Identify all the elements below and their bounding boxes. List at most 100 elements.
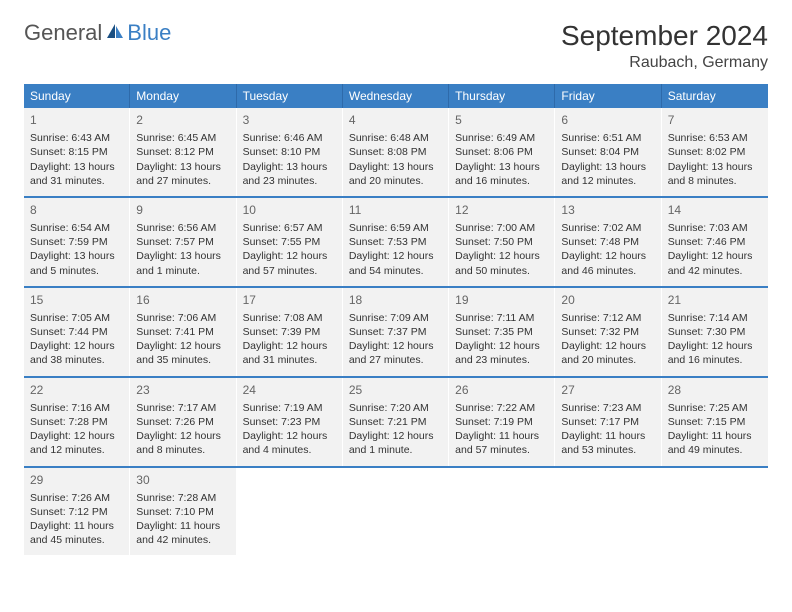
daylight-line: Daylight: 12 hours and 16 minutes.	[668, 339, 762, 367]
sunset-line: Sunset: 7:41 PM	[136, 325, 229, 339]
sunset-line: Sunset: 8:02 PM	[668, 145, 762, 159]
sunrise-line: Sunrise: 7:12 AM	[561, 311, 654, 325]
day-cell-empty	[555, 468, 661, 556]
day-number: 20	[561, 292, 654, 308]
daylight-line: Daylight: 13 hours and 23 minutes.	[243, 160, 336, 188]
daylight-line: Daylight: 12 hours and 57 minutes.	[243, 249, 336, 277]
day-cell: 5Sunrise: 6:49 AMSunset: 8:06 PMDaylight…	[449, 108, 555, 196]
week-row: 22Sunrise: 7:16 AMSunset: 7:28 PMDayligh…	[24, 378, 768, 468]
daylight-line: Daylight: 12 hours and 23 minutes.	[455, 339, 548, 367]
day-number: 12	[455, 202, 548, 218]
daylight-line: Daylight: 13 hours and 16 minutes.	[455, 160, 548, 188]
day-cell: 10Sunrise: 6:57 AMSunset: 7:55 PMDayligh…	[237, 198, 343, 286]
sunset-line: Sunset: 7:48 PM	[561, 235, 654, 249]
sunrise-line: Sunrise: 7:22 AM	[455, 401, 548, 415]
sunrise-line: Sunrise: 7:03 AM	[668, 221, 762, 235]
day-cell: 30Sunrise: 7:28 AMSunset: 7:10 PMDayligh…	[130, 468, 236, 556]
weekday-header: Friday	[555, 84, 661, 108]
daylight-line: Daylight: 12 hours and 50 minutes.	[455, 249, 548, 277]
header: General Blue September 2024 Raubach, Ger…	[24, 20, 768, 72]
calendar-page: General Blue September 2024 Raubach, Ger…	[0, 0, 792, 575]
sunrise-line: Sunrise: 7:23 AM	[561, 401, 654, 415]
sunrise-line: Sunrise: 7:16 AM	[30, 401, 123, 415]
location-subtitle: Raubach, Germany	[561, 54, 768, 72]
weekday-header-row: Sunday Monday Tuesday Wednesday Thursday…	[24, 84, 768, 108]
day-number: 15	[30, 292, 123, 308]
weekday-header: Thursday	[449, 84, 555, 108]
sunrise-line: Sunrise: 7:05 AM	[30, 311, 123, 325]
sunset-line: Sunset: 8:10 PM	[243, 145, 336, 159]
daylight-line: Daylight: 13 hours and 8 minutes.	[668, 160, 762, 188]
daylight-line: Daylight: 13 hours and 12 minutes.	[561, 160, 654, 188]
day-cell-empty	[343, 468, 449, 556]
sunset-line: Sunset: 7:35 PM	[455, 325, 548, 339]
day-number: 28	[668, 382, 762, 398]
day-cell: 18Sunrise: 7:09 AMSunset: 7:37 PMDayligh…	[343, 288, 449, 376]
daylight-line: Daylight: 11 hours and 45 minutes.	[30, 519, 123, 547]
logo-text-b: Blue	[127, 20, 171, 46]
daylight-line: Daylight: 11 hours and 53 minutes.	[561, 429, 654, 457]
daylight-line: Daylight: 12 hours and 8 minutes.	[136, 429, 229, 457]
day-cell: 23Sunrise: 7:17 AMSunset: 7:26 PMDayligh…	[130, 378, 236, 466]
weekday-header: Wednesday	[343, 84, 449, 108]
daylight-line: Daylight: 11 hours and 57 minutes.	[455, 429, 548, 457]
week-row: 8Sunrise: 6:54 AMSunset: 7:59 PMDaylight…	[24, 198, 768, 288]
sunrise-line: Sunrise: 6:49 AM	[455, 131, 548, 145]
day-number: 9	[136, 202, 229, 218]
sunrise-line: Sunrise: 7:19 AM	[243, 401, 336, 415]
daylight-line: Daylight: 12 hours and 1 minute.	[349, 429, 442, 457]
weekday-header: Monday	[130, 84, 236, 108]
calendar-grid: Sunday Monday Tuesday Wednesday Thursday…	[24, 84, 768, 555]
daylight-line: Daylight: 11 hours and 42 minutes.	[136, 519, 229, 547]
sunrise-line: Sunrise: 6:46 AM	[243, 131, 336, 145]
sunrise-line: Sunrise: 6:48 AM	[349, 131, 442, 145]
day-number: 14	[668, 202, 762, 218]
sunset-line: Sunset: 7:19 PM	[455, 415, 548, 429]
daylight-line: Daylight: 13 hours and 27 minutes.	[136, 160, 229, 188]
daylight-line: Daylight: 12 hours and 4 minutes.	[243, 429, 336, 457]
day-cell: 28Sunrise: 7:25 AMSunset: 7:15 PMDayligh…	[662, 378, 768, 466]
daylight-line: Daylight: 12 hours and 27 minutes.	[349, 339, 442, 367]
day-number: 24	[243, 382, 336, 398]
sunset-line: Sunset: 7:15 PM	[668, 415, 762, 429]
sunrise-line: Sunrise: 7:11 AM	[455, 311, 548, 325]
week-row: 15Sunrise: 7:05 AMSunset: 7:44 PMDayligh…	[24, 288, 768, 378]
day-cell: 17Sunrise: 7:08 AMSunset: 7:39 PMDayligh…	[237, 288, 343, 376]
day-cell: 2Sunrise: 6:45 AMSunset: 8:12 PMDaylight…	[130, 108, 236, 196]
sunset-line: Sunset: 8:12 PM	[136, 145, 229, 159]
daylight-line: Daylight: 12 hours and 46 minutes.	[561, 249, 654, 277]
day-cell-empty	[237, 468, 343, 556]
day-cell: 25Sunrise: 7:20 AMSunset: 7:21 PMDayligh…	[343, 378, 449, 466]
day-cell: 9Sunrise: 6:56 AMSunset: 7:57 PMDaylight…	[130, 198, 236, 286]
sunset-line: Sunset: 7:55 PM	[243, 235, 336, 249]
sunset-line: Sunset: 7:53 PM	[349, 235, 442, 249]
sunrise-line: Sunrise: 6:56 AM	[136, 221, 229, 235]
sunset-line: Sunset: 7:30 PM	[668, 325, 762, 339]
sunrise-line: Sunrise: 6:45 AM	[136, 131, 229, 145]
day-number: 29	[30, 472, 123, 488]
sunset-line: Sunset: 7:28 PM	[30, 415, 123, 429]
sunset-line: Sunset: 7:57 PM	[136, 235, 229, 249]
day-cell: 8Sunrise: 6:54 AMSunset: 7:59 PMDaylight…	[24, 198, 130, 286]
sunset-line: Sunset: 7:39 PM	[243, 325, 336, 339]
day-cell-empty	[662, 468, 768, 556]
day-number: 27	[561, 382, 654, 398]
daylight-line: Daylight: 13 hours and 20 minutes.	[349, 160, 442, 188]
day-cell: 12Sunrise: 7:00 AMSunset: 7:50 PMDayligh…	[449, 198, 555, 286]
day-cell: 27Sunrise: 7:23 AMSunset: 7:17 PMDayligh…	[555, 378, 661, 466]
sunrise-line: Sunrise: 7:09 AM	[349, 311, 442, 325]
day-cell: 4Sunrise: 6:48 AMSunset: 8:08 PMDaylight…	[343, 108, 449, 196]
day-number: 11	[349, 202, 442, 218]
day-cell: 29Sunrise: 7:26 AMSunset: 7:12 PMDayligh…	[24, 468, 130, 556]
sunrise-line: Sunrise: 6:54 AM	[30, 221, 123, 235]
day-cell: 13Sunrise: 7:02 AMSunset: 7:48 PMDayligh…	[555, 198, 661, 286]
day-cell-empty	[449, 468, 555, 556]
day-cell: 7Sunrise: 6:53 AMSunset: 8:02 PMDaylight…	[662, 108, 768, 196]
sunset-line: Sunset: 7:12 PM	[30, 505, 123, 519]
day-cell: 6Sunrise: 6:51 AMSunset: 8:04 PMDaylight…	[555, 108, 661, 196]
day-cell: 22Sunrise: 7:16 AMSunset: 7:28 PMDayligh…	[24, 378, 130, 466]
day-number: 19	[455, 292, 548, 308]
sunrise-line: Sunrise: 7:25 AM	[668, 401, 762, 415]
day-cell: 21Sunrise: 7:14 AMSunset: 7:30 PMDayligh…	[662, 288, 768, 376]
day-number: 25	[349, 382, 442, 398]
